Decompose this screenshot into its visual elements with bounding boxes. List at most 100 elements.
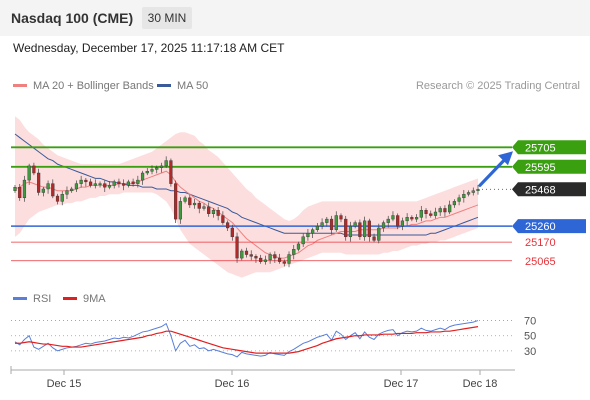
rsi-swatch [13,296,27,300]
candle-body [419,210,423,218]
price-chart: 25705 25595 25468 25260 25170 25065 [11,116,586,278]
candle-body [462,194,466,199]
candle-body [353,222,357,227]
candle-body [211,210,216,214]
candle-body [244,250,249,255]
candle-body [381,222,386,229]
candle-body [315,225,319,230]
candle-body [22,179,27,199]
candle-body [466,192,471,195]
candle-body [396,215,400,227]
bollinger-band [15,116,478,278]
time-tick-label: Dec 18 [463,378,498,390]
candle-body [183,197,187,202]
candle-body [282,261,286,264]
candle-body [225,222,230,229]
candle-body [429,213,433,216]
candle-body [339,215,343,220]
candle-body [377,227,381,241]
timeframe-badge[interactable]: 30 MIN [142,7,192,29]
rsi-tick-label: 50 [524,331,536,343]
candle-body [37,172,41,193]
candle-body [443,208,447,213]
candle-body [268,254,272,261]
candle-body [27,165,31,181]
candle-body [98,183,102,185]
candle-body [254,256,258,259]
candle-body [334,215,338,230]
rsi9-swatch [63,296,77,300]
time-tick-label: Dec 15 [47,378,82,390]
candle-body [46,183,50,190]
candle-body [150,169,154,172]
candle-body [131,181,135,184]
candle-body [235,236,239,259]
candle-body [18,186,22,199]
candle-body [51,183,55,197]
level-box-25468 [512,182,586,197]
candle-body [448,204,452,213]
candle-body [79,179,83,184]
rsi-label: RSI [33,293,52,305]
candle-body [287,254,291,264]
candle-body [306,233,310,238]
candle-body [372,236,376,241]
candle-body [140,172,145,181]
candle-body [367,220,371,238]
candle-body [249,254,253,257]
candle-body [405,217,409,222]
candle-body [386,218,390,223]
candle-body [55,195,60,202]
header-bar: Nasdaq 100 (CME) 30 MIN [0,0,590,36]
candle-body [13,186,17,191]
candle-body [424,210,428,214]
candle-body [155,167,159,170]
timestamp: Wednesday, December 17, 2025 11:17:18 AM… [13,41,285,55]
candle-body [192,202,197,206]
candle-body [112,181,116,186]
level-label-25705: 25705 [525,142,556,154]
level-box-25705 [512,140,586,155]
candle-body [221,215,225,223]
candle-body [292,249,296,255]
candle-body [358,222,362,238]
candle-body [88,181,93,186]
rsi9-label: 9MA [83,293,106,305]
rsi-tick-label: 30 [524,346,536,358]
level-label-25170: 25170 [525,237,556,249]
candle-body [188,197,192,206]
level-label-25065: 25065 [525,256,556,268]
candle-body [410,217,414,220]
candle-body [259,257,263,262]
ma50-line [14,133,479,236]
candle-body [471,190,475,193]
candle-body [391,215,395,220]
candle-body [93,183,97,186]
legend-ma50: MA 50 [157,80,208,92]
level-box-25595 [512,159,586,174]
candle-body [296,243,301,250]
projection-arrow-head [498,151,513,166]
candle-body [117,181,121,184]
candle-body [433,211,438,216]
candle-body [320,222,324,227]
projection-arrow-shaft [478,157,507,187]
candle-body [202,206,206,209]
candle-body [230,227,234,238]
candle-body [325,218,329,223]
rsi9-line [15,326,479,354]
candle-body [311,229,315,234]
time-axis: Dec 15 Dec 16 Dec 17 Dec 18 [10,366,515,390]
candle-body [344,218,348,238]
level-label-25468: 25468 [525,184,556,196]
level-label-25260: 25260 [525,221,556,233]
candle-body [164,160,168,167]
time-tick-label: Dec 16 [215,378,250,390]
candle-body [273,254,277,259]
candle-body [74,183,79,190]
candle-body [65,190,69,195]
credit-text: Research © 2025 Trading Central [415,80,580,92]
candle-body [84,179,88,183]
candle-body [414,217,419,220]
